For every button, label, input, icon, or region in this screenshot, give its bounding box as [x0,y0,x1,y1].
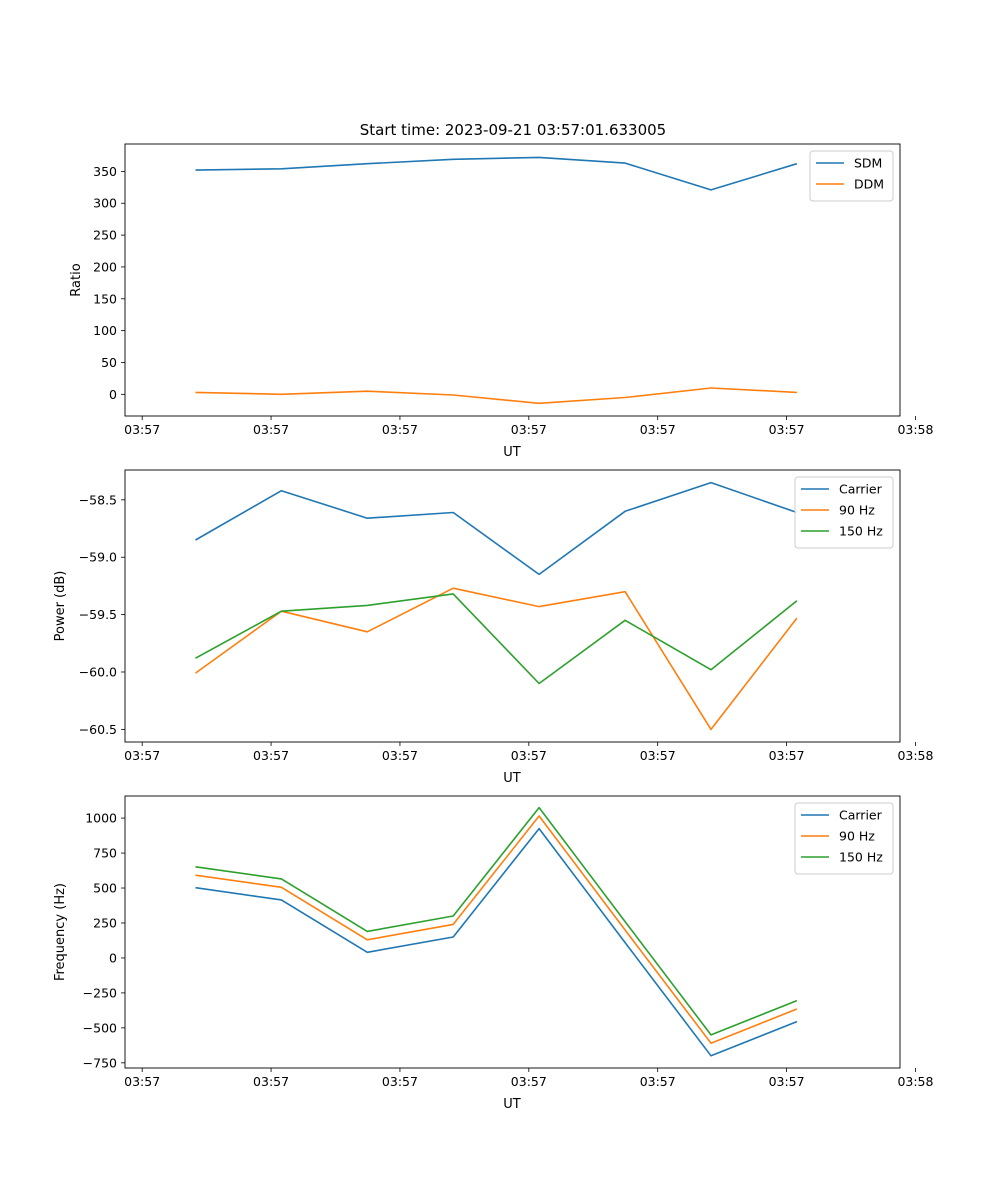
x-tick-label: 03:57 [253,422,289,437]
legend-label: Carrier [839,808,883,823]
x-tick-label: 03:57 [124,1074,160,1089]
series-line-90-hz [195,587,798,731]
subplots: 03:57 03:57 03:57 03:57 03:57 03:57 03:58 0 50 10… [53,143,934,1112]
x-tick-label: 03:57 [769,422,805,437]
x-tick-label: 03:57 [511,422,547,437]
y-axis-label: Frequency (Hz) [53,883,68,981]
y-tick-label: 750 [93,846,117,861]
y-tick-label: 100 [93,323,117,338]
y-tick-label: 1000 [85,811,117,826]
axes-frame [124,469,901,743]
subplot-2: 03:57 03:57 03:57 03:57 03:57 03:57 03:58 −60.5… [53,469,934,786]
y-tick-label: 250 [93,228,117,243]
x-tick-label: 03:57 [253,1074,289,1089]
series-line-90-hz [195,815,798,1044]
x-tick-label: 03:57 [769,1074,805,1089]
x-tick-label: 03:57 [511,1074,547,1089]
series-line-ddm [195,387,797,405]
y-tick-label: −60.5 [79,722,117,737]
y-axis-label: Ratio [69,263,84,296]
y-tick-label: −59.5 [79,607,117,622]
x-tick-label: 03:57 [640,422,676,437]
x-tick-label: 03:57 [253,748,289,763]
x-tick-label: 03:57 [511,748,547,763]
legend-label: Carrier [839,482,883,497]
x-tick-label: 03:57 [382,1074,418,1089]
series-line-carrier [195,827,798,1057]
series-line-carrier [195,481,798,576]
subplot-3: 03:57 03:57 03:57 03:57 03:57 03:57 03:58 −750 −… [53,795,934,1112]
y-tick-label: 500 [93,881,117,896]
subplot-1: 03:57 03:57 03:57 03:57 03:57 03:57 03:58 0 50 10… [69,143,934,460]
legend-label: 90 Hz [839,503,875,518]
y-tick-label: −60.0 [79,664,117,679]
y-tick-label: −500 [83,1020,117,1035]
x-tick-label: 03:58 [897,748,933,763]
y-tick-label: 200 [93,259,117,274]
x-tick-label: 03:57 [124,422,160,437]
y-tick-label: 350 [93,164,117,179]
y-tick-label: 0 [109,950,117,965]
x-tick-label: 03:58 [897,1074,933,1089]
x-tick-label: 03:57 [640,1074,676,1089]
legend: Carrier 90 Hz 150 Hz [794,802,894,875]
legend-label: DDM [854,177,884,192]
y-tick-label: −59.0 [79,550,117,565]
x-axis-label: UT [503,771,521,786]
y-tick-label: 0 [109,387,117,402]
legend-label: 90 Hz [839,829,875,844]
y-tick-label: 150 [93,291,117,306]
y-tick-label: −58.5 [79,492,117,507]
x-tick-label: 03:58 [897,422,933,437]
x-axis-label: UT [503,1097,521,1112]
y-axis-label: Power (dB) [53,571,68,642]
x-tick-label: 03:57 [769,748,805,763]
x-tick-label: 03:57 [640,748,676,763]
y-tick-label: 250 [93,915,117,930]
x-tick-label: 03:57 [382,422,418,437]
y-tick-label: 300 [93,196,117,211]
legend-label: SDM [854,156,882,171]
series-line-sdm [195,156,798,191]
legend-label: 150 Hz [839,524,883,539]
y-tick-label: −750 [83,1055,117,1070]
legend: SDM DDM [809,150,894,202]
x-tick-label: 03:57 [124,748,160,763]
x-tick-label: 03:57 [382,748,418,763]
legend: Carrier 90 Hz 150 Hz [794,476,894,549]
y-tick-label: −250 [83,985,117,1000]
figure-title: Start time: 2023-09-21 03:57:01.633005 [360,121,666,139]
axes-frame [124,143,901,417]
series-line-150-hz [195,593,798,685]
y-tick-label: 50 [101,355,117,370]
series-line-150-hz [195,806,798,1036]
x-axis-label: UT [503,445,521,460]
legend-label: 150 Hz [839,850,883,865]
axes-frame [124,795,901,1069]
